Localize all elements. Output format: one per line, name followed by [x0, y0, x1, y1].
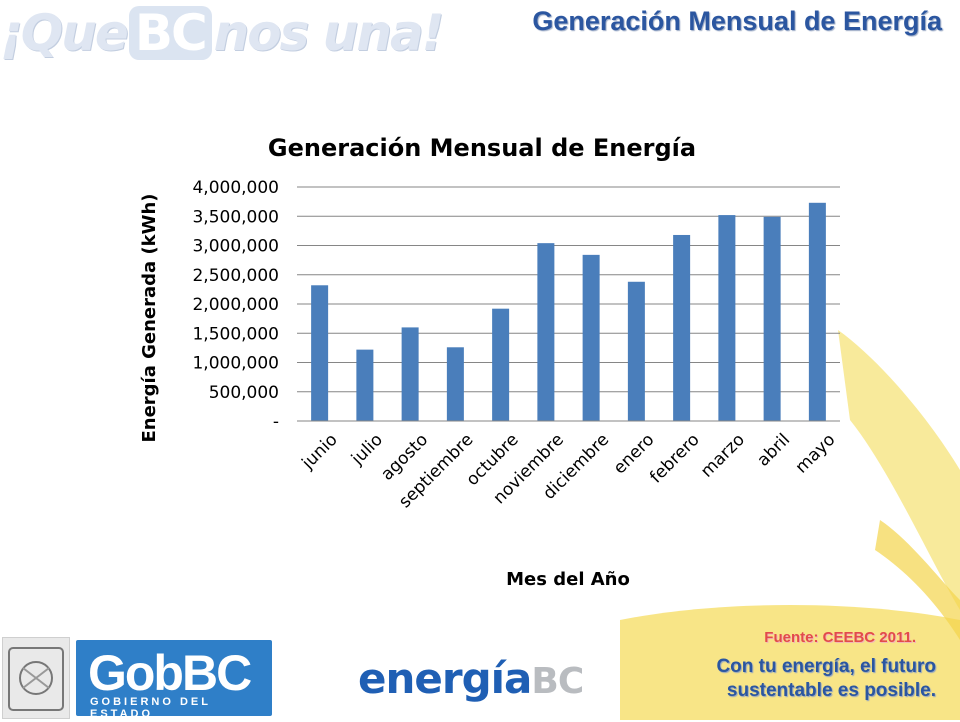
gobbc-logo: GobBC GOBIERNO DEL ESTADO: [76, 640, 272, 720]
x-tick-label: febrero: [646, 430, 704, 488]
gridlines: [297, 186, 840, 393]
tagline-line-2: sustentable es posible.: [726, 680, 936, 701]
y-tick-label: 1,000,000: [192, 354, 279, 374]
x-tick-label: marzo: [697, 430, 749, 482]
bar-septiembre: [446, 347, 464, 421]
y-tick-label: -: [273, 412, 279, 432]
y-tick-labels: - 500,000 1,000,000 1,500,000 2,000,000 2,500…: [192, 178, 279, 432]
slogan-logo: ¡Que BC nos una!: [0, 0, 445, 66]
x-tick-label: mayo: [792, 430, 840, 478]
tagline: Con tu energía, el futuro sustentable es…: [716, 655, 936, 703]
bar-diciembre: [582, 254, 600, 421]
x-tick-label: junio: [298, 430, 342, 474]
y-tick-label: 1,500,000: [192, 324, 279, 344]
slogan-post: nos una!: [213, 4, 445, 62]
y-tick-label: 2,000,000: [192, 295, 279, 315]
bar-mayo: [808, 202, 826, 421]
bar-julio: [356, 349, 374, 421]
bar-enero: [627, 281, 645, 421]
x-tick-label: julio: [347, 430, 387, 470]
seal-icon: [8, 647, 64, 711]
slogan-bc: BC: [128, 6, 212, 60]
source-note: Fuente: CEEBC 2011.: [764, 629, 916, 646]
y-tick-label: 3,000,000: [192, 237, 279, 257]
yellow-swoosh: [838, 330, 960, 610]
bar-marzo: [718, 215, 736, 421]
bar-abril: [763, 216, 781, 421]
gobbc-logo-subtitle: GOBIERNO DEL ESTADO: [90, 696, 211, 720]
y-tick-label: 3,500,000: [192, 207, 279, 227]
energiabc-logo-main: energía: [358, 654, 532, 703]
y-tick-label: 2,500,000: [192, 266, 279, 286]
x-tick-label: abril: [753, 430, 794, 471]
tagline-line-1: Con tu energía, el futuro: [716, 656, 936, 677]
state-seal-image: [2, 637, 70, 719]
bar-octubre: [492, 308, 510, 421]
chart-title: Generación Mensual de Energía: [268, 134, 696, 162]
y-tick-label: 500,000: [209, 383, 279, 403]
bar-noviembre: [537, 243, 555, 421]
yellow-swoosh-lower: [620, 605, 960, 720]
gobbc-logo-text: GobBC: [88, 645, 252, 701]
x-tick-labels: junio julioagostoseptiembreoctubrenoviemb…: [298, 430, 840, 512]
bar-junio: [311, 285, 329, 421]
yellow-swoosh-right: [875, 520, 960, 640]
bars: [311, 202, 826, 421]
energiabc-logo: energíaBC: [358, 654, 584, 703]
y-axis-label: Energía Generada (kWh): [139, 193, 160, 442]
slide-title: Generación Mensual de Energía: [532, 6, 942, 36]
slogan-pre: ¡Que: [0, 4, 129, 62]
energiabc-logo-bc: BC: [531, 661, 584, 702]
bar-agosto: [401, 327, 419, 421]
x-axis-label: Mes del Año: [506, 569, 630, 590]
bar-febrero: [673, 234, 691, 421]
y-tick-label: 4,000,000: [192, 178, 279, 198]
